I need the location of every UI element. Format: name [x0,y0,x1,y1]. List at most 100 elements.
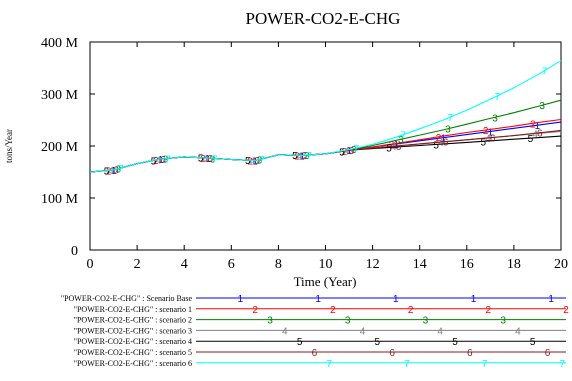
legend-marker: 4 [437,326,443,337]
x-tick-label: 10 [319,257,333,272]
series-marker: 2 [389,140,395,151]
series-marker: 7 [495,92,501,103]
series-marker: 1 [535,121,541,132]
series-marker: 4 [250,156,256,167]
legend-marker: 1 [471,294,477,305]
x-tick-label: 18 [507,257,521,272]
series-marker: 3 [304,151,310,162]
series-marker: 4 [532,130,538,141]
series-marker: 2 [483,126,489,137]
series-marker: 5 [104,167,110,178]
series-marker: 6 [302,151,308,162]
series-marker: 5 [339,147,345,158]
series-marker: 2 [153,156,159,167]
series-marker: 6 [207,154,213,165]
series-marker: 6 [254,156,260,167]
x-tick-label: 14 [413,257,427,272]
legend-marker: 4 [282,326,288,337]
series-marker: 6 [443,138,449,149]
legend-label: "POWER-CO2-E-CHG" : scenario 6 [74,359,192,368]
series-marker: 2 [342,147,348,158]
series-marker: 3 [115,165,121,176]
legend-marker: 1 [548,294,554,305]
series-marker: 1 [393,140,399,151]
series-marker: 5 [481,137,487,148]
legend-marker: 6 [312,348,318,359]
series-marker: 1 [205,154,211,165]
series-marker: 3 [398,135,404,146]
series-marker: 5 [198,154,204,165]
series-marker: 4 [156,155,162,166]
series-marker: 4 [297,151,303,162]
legend-marker: 6 [389,348,395,359]
legend-marker: 5 [452,337,458,348]
series-marker: 1 [346,146,352,157]
legend: "POWER-CO2-E-CHG" : Scenario Base 1 1 1 1 1 "P… [61,294,569,370]
legend-label: "POWER-CO2-E-CHG" : scenario 3 [74,326,192,335]
x-tick-label: 0 [87,257,94,272]
series-marker: 3 [539,101,545,112]
series-marker: 5 [433,140,439,151]
legend-marker: 2 [486,305,492,316]
series-marker: 4 [108,166,114,177]
y-tick-label: 0 [71,244,78,259]
series-marker: 7 [118,164,124,175]
legend-marker: 4 [360,326,366,337]
series-marker: 6 [490,133,496,144]
x-tick-label: 8 [275,257,282,272]
series-marker: 3 [445,125,451,136]
x-tick-label: 16 [460,257,474,272]
series-marker: 7 [212,154,218,165]
legend-marker: 1 [315,294,321,305]
legend-marker: 2 [252,305,258,316]
series-marker: 1 [299,151,305,162]
legend-marker: 7 [560,359,566,370]
x-tick-label: 20 [554,257,568,272]
series-marker: 4 [344,147,350,158]
legend-label: "POWER-CO2-E-CHG" : scenario 1 [74,305,192,314]
series-marker: 2 [247,156,253,167]
y-tick-label: 300 M [41,88,79,103]
series-marker: 2 [436,133,442,144]
y-tick-label: 200 M [41,140,79,155]
series-marker: 7 [353,144,359,155]
series-marker: 1 [111,166,117,177]
series-marker: 7 [306,151,312,162]
series-line-7 [89,60,562,173]
chart-title: POWER-CO2-E-CHG [246,9,401,28]
legend-marker: 6 [545,348,551,359]
series-marker: 1 [252,157,258,168]
series-marker: 1 [440,134,446,145]
x-tick-label: 6 [228,257,235,272]
series-marker: 5 [151,156,157,167]
series-marker: 3 [351,145,357,156]
series-marker: 4 [391,142,397,153]
x-tick-label: 2 [134,257,141,272]
legend-marker: 7 [482,359,488,370]
legend-marker: 1 [393,294,399,305]
series-marker: 4 [203,154,209,165]
series-marker: 6 [113,165,119,176]
legend-marker: 3 [345,316,351,327]
legend-label: "POWER-CO2-E-CHG" : scenario 4 [74,337,192,346]
legend-marker: 3 [267,316,273,327]
series-marker: 3 [257,155,263,166]
legend-marker: 1 [238,294,244,305]
series-marker: 2 [200,154,206,165]
series-marker: 5 [245,156,251,167]
series-marker: 5 [528,134,534,145]
legend-marker: 4 [515,326,521,337]
legend-marker: 7 [326,359,332,370]
legend-marker: 5 [530,337,536,348]
y-tick-label: 100 M [41,192,79,207]
legend-marker: 6 [467,348,473,359]
series-marker: 6 [396,142,402,153]
legend-label: "POWER-CO2-E-CHG" : scenario 5 [74,348,192,357]
series-marker: 2 [530,119,536,130]
series-marker: 3 [210,154,216,165]
series-marker: 6 [537,129,543,140]
series-marker: 1 [488,127,494,138]
series-marker: 4 [485,134,491,145]
